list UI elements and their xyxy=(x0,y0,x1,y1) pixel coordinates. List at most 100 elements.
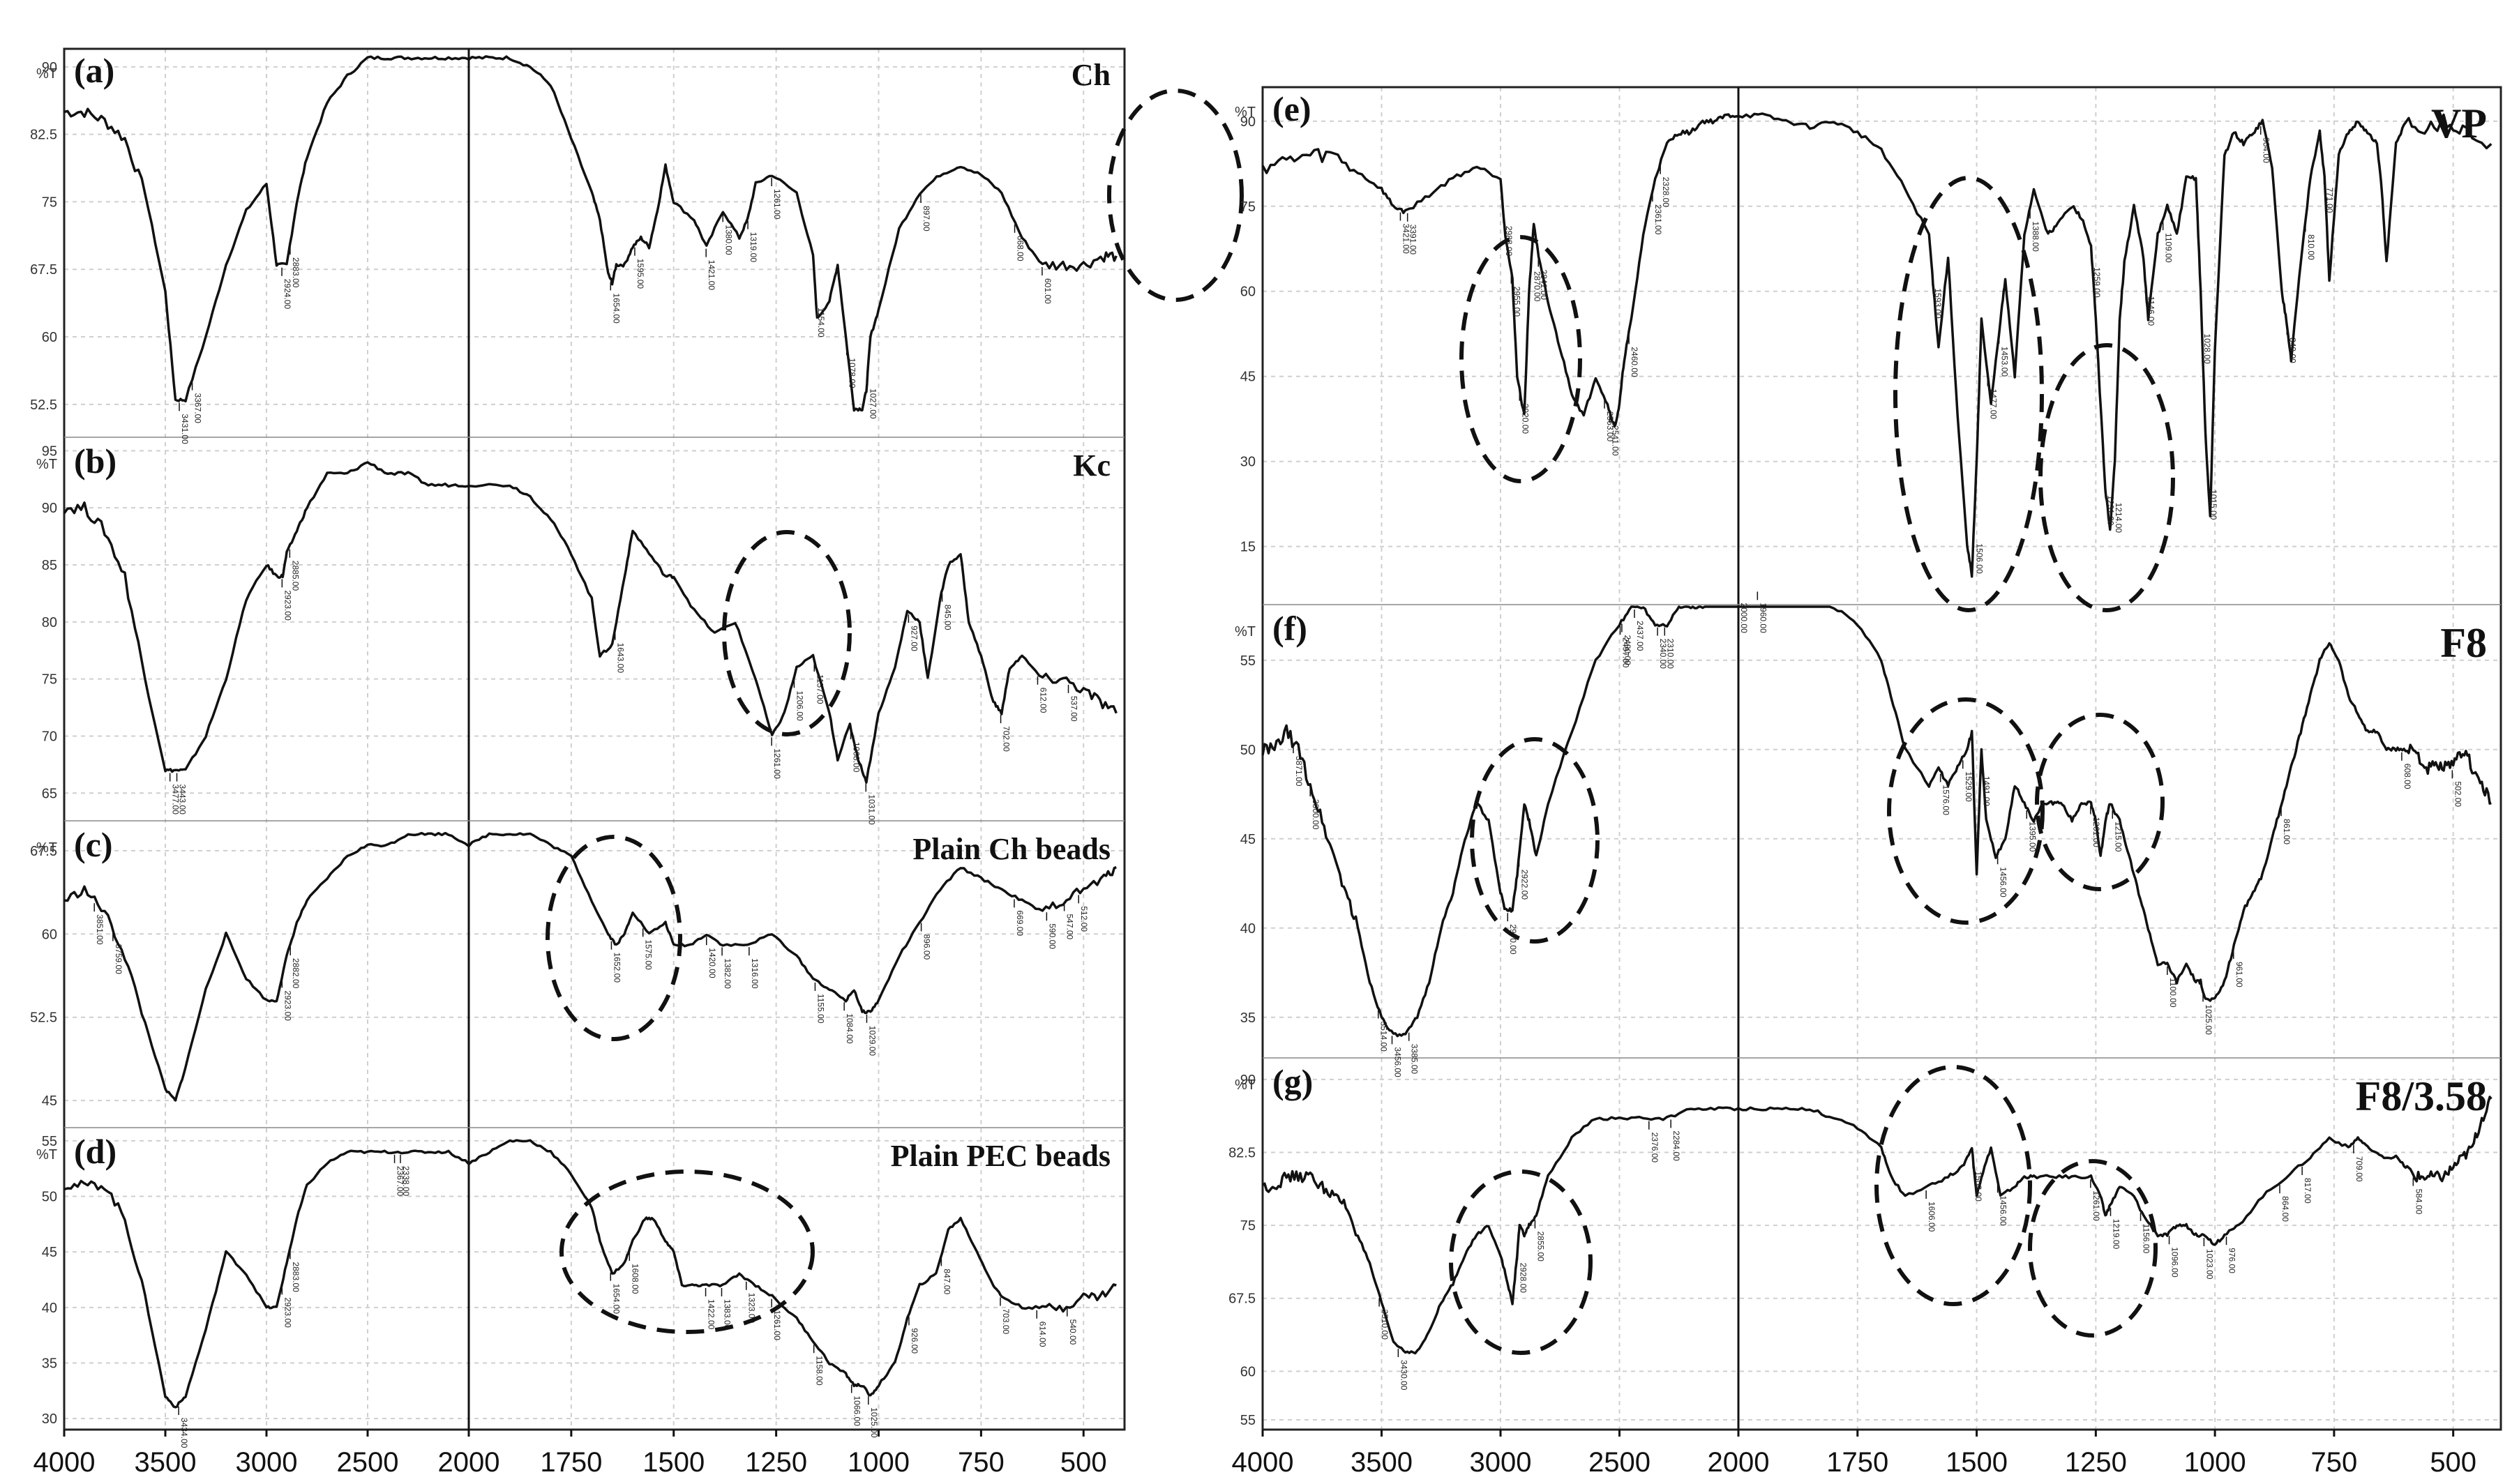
peak-label: 2376.00 xyxy=(1650,1133,1660,1163)
x-tick-label: 4000 xyxy=(1232,1447,1294,1478)
peak-label: 584.00 xyxy=(2414,1189,2423,1215)
peak-label: 2541.00 xyxy=(1611,425,1621,456)
peak-label: 3514.00 xyxy=(1379,1021,1389,1052)
peak-label: 608.00 xyxy=(2403,764,2412,789)
peak-label: 1261.00 xyxy=(2091,817,2101,848)
peak-label: 3477.00 xyxy=(171,785,181,815)
peak-label: 1606.00 xyxy=(1927,1202,1937,1232)
peak-label: 537.00 xyxy=(1069,696,1079,722)
y-tick-label: 85 xyxy=(42,558,57,573)
peak-label: 2338.00 xyxy=(401,1166,411,1197)
peak-label: 1015.00 xyxy=(2209,490,2218,520)
peak-label: 1422.00 xyxy=(707,1299,716,1330)
highlight-ellipse xyxy=(2035,713,2165,891)
peak-label: 1506.00 xyxy=(1974,543,1984,574)
peak-label: 845.00 xyxy=(943,605,953,630)
y-tick-label: 75 xyxy=(42,195,57,210)
peak-label: 2924.00 xyxy=(283,279,292,310)
peak-label: 3759.00 xyxy=(114,944,123,975)
peak-label: 1382.00 xyxy=(723,958,732,989)
y-tick-label: 82.5 xyxy=(30,128,57,143)
peak-label: 703.00 xyxy=(1001,1309,1011,1335)
y-tick-label: 75 xyxy=(1240,199,1256,215)
y-unit-label: %T xyxy=(1235,624,1256,639)
peak-label: 976.00 xyxy=(2227,1248,2237,1273)
peak-label: 1395.00 xyxy=(2027,821,2037,852)
peak-label: 2490.00 xyxy=(1623,635,1632,665)
peak-label: 612.00 xyxy=(1038,688,1048,713)
y-tick-label: 67.5 xyxy=(1228,1292,1256,1307)
peak-label: 1084.00 xyxy=(845,1013,855,1044)
peak-label: 3367.00 xyxy=(193,393,203,424)
highlight-ellipse xyxy=(1107,89,1244,302)
peak-label: 2855.00 xyxy=(1535,1231,1545,1262)
peak-label: 1960.00 xyxy=(1758,603,1768,633)
peak-label: 1608.00 xyxy=(630,1264,640,1294)
peak-label: 927.00 xyxy=(909,626,919,651)
y-tick-label: 75 xyxy=(42,672,57,688)
peak-label: 668.00 xyxy=(1016,236,1025,262)
peak-label: 1028.00 xyxy=(2202,333,2212,364)
peak-label: 3431.00 xyxy=(180,414,190,444)
peak-label: 2923.00 xyxy=(283,990,292,1021)
peak-label: 2955.00 xyxy=(1512,287,1521,317)
y-tick-label: 80 xyxy=(42,615,57,630)
spectra-layer xyxy=(63,55,2492,1409)
spectrum-line-b xyxy=(63,461,1118,784)
peak-label: 1100.00 xyxy=(2168,978,2178,1008)
y-tick-label: 30 xyxy=(1240,455,1256,470)
peak-label: 1654.00 xyxy=(611,1284,621,1315)
highlight-ellipse xyxy=(546,835,682,1041)
peak-label: 614.00 xyxy=(1037,1322,1047,1347)
peak-label: 1643.00 xyxy=(616,643,626,674)
peak-label: 1508.00 xyxy=(1973,1171,1983,1202)
y-unit-label: %T xyxy=(36,1147,57,1163)
peak-label: 847.00 xyxy=(942,1269,952,1294)
peak-label: 2367.00 xyxy=(396,1166,405,1197)
y-unit-label: %T xyxy=(36,457,57,472)
peak-label: 1261.00 xyxy=(772,1310,782,1340)
peak-label: 896.00 xyxy=(922,934,932,960)
y-tick-label: 82.5 xyxy=(1228,1146,1256,1161)
peak-label: 1529.00 xyxy=(1964,771,1973,802)
peak-label: 2885.00 xyxy=(290,561,300,591)
y-tick-label: 95 xyxy=(42,444,57,459)
y-tick-label: 65 xyxy=(42,786,57,801)
peak-label: 1157.00 xyxy=(815,674,825,704)
peak-label: 1078.00 xyxy=(848,358,857,388)
spectrum-line-g xyxy=(1261,1096,2492,1355)
y-unit-label: %T xyxy=(1235,1077,1256,1093)
peak-label: 1068.00 xyxy=(852,742,862,773)
peak-label: 1261.00 xyxy=(2091,1190,2101,1221)
y-tick-label: 90 xyxy=(1240,114,1256,130)
panel-letter: (f) xyxy=(1272,609,1307,648)
peak-label: 1146.00 xyxy=(2146,296,2156,326)
peak-label: 1595.00 xyxy=(636,259,645,289)
y-tick-label: 45 xyxy=(1240,370,1256,385)
peak-label: 1158.00 xyxy=(815,1356,825,1386)
y-tick-label: 45 xyxy=(42,1245,57,1260)
panel-letter: (c) xyxy=(74,825,113,864)
peak-label: 1652.00 xyxy=(612,953,622,983)
peak-label: 961.00 xyxy=(2234,962,2244,987)
peak-label: 2923.00 xyxy=(283,590,292,621)
highlight-ellipse xyxy=(1893,176,2044,612)
peak-label: 1025.00 xyxy=(2204,1004,2213,1035)
peak-label: 771.00 xyxy=(2325,188,2335,213)
peak-label: 1380.00 xyxy=(723,225,733,255)
peak-label: 2563.00 xyxy=(1605,411,1615,442)
peak-label: 540.00 xyxy=(1068,1319,1078,1345)
peak-label: 3510.00 xyxy=(1380,1310,1390,1340)
peak-label: 547.00 xyxy=(1065,914,1075,940)
peak-label: 1654.00 xyxy=(611,293,621,324)
peak-label: 1575.00 xyxy=(644,939,654,970)
highlight-ellipse-layer xyxy=(546,89,2175,1355)
peak-label: 2437.00 xyxy=(1635,621,1645,651)
x-tick-label: 1500 xyxy=(1946,1447,2008,1478)
panel-sample-name: F8/3.58 xyxy=(2356,1073,2487,1119)
peak-label: 1261.00 xyxy=(772,748,782,779)
peak-label: 1456.00 xyxy=(1999,1195,2008,1226)
y-tick-label: 50 xyxy=(1240,743,1256,758)
y-tick-label: 67.5 xyxy=(30,844,57,859)
